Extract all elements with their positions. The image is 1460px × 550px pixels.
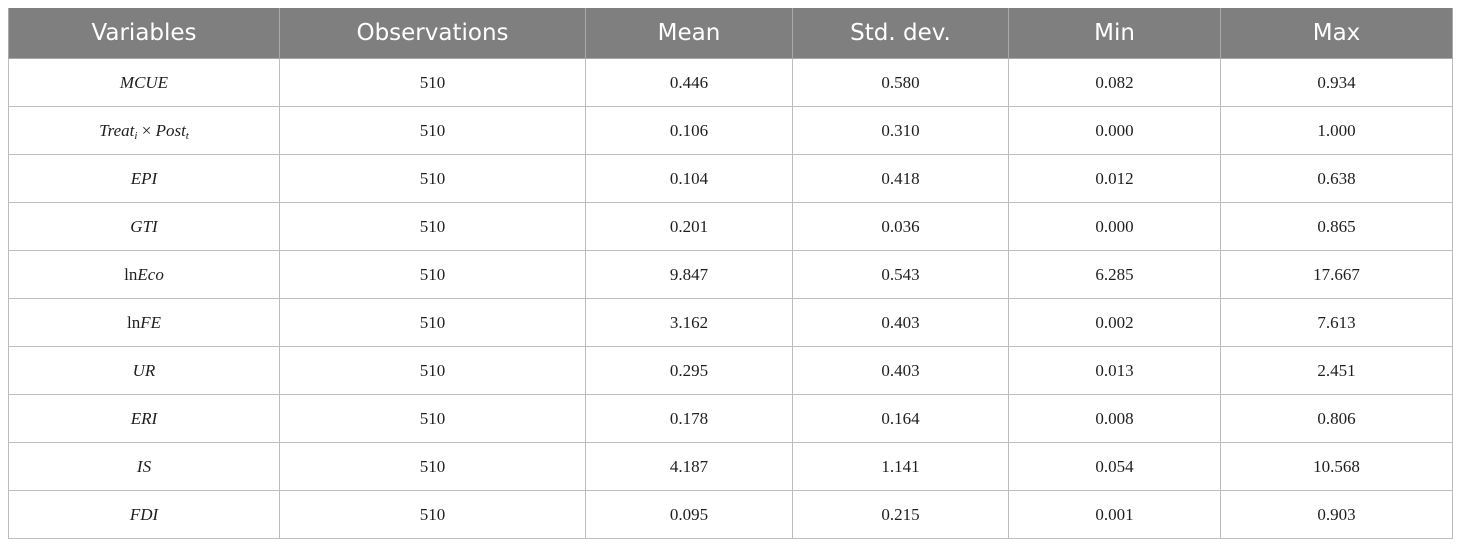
header-observations: Observations — [279, 8, 586, 59]
variable-cell: IS — [8, 442, 280, 491]
observations-cell: 510 — [279, 346, 586, 395]
min-cell: 0.001 — [1008, 490, 1221, 539]
min-cell: 0.008 — [1008, 394, 1221, 443]
std-dev-cell: 0.036 — [792, 202, 1009, 251]
table-row: lnEco 510 9.847 0.543 6.285 17.667 — [8, 250, 1453, 299]
table-header: Variables Observations Mean Std. dev. Mi… — [8, 8, 1453, 59]
variable-name: FE — [140, 312, 161, 332]
mean-cell: 0.446 — [585, 58, 793, 107]
variable-post-subscript: t — [185, 129, 189, 142]
table-row: FDI 510 0.095 0.215 0.001 0.903 — [8, 490, 1453, 539]
min-cell: 0.002 — [1008, 298, 1221, 347]
variable-name: MCUE — [119, 72, 169, 92]
mean-cell: 3.162 — [585, 298, 793, 347]
mean-cell: 0.295 — [585, 346, 793, 395]
variable-name: UR — [132, 360, 156, 380]
std-dev-cell: 0.580 — [792, 58, 1009, 107]
variable-cell: ERI — [8, 394, 280, 443]
header-std-dev: Std. dev. — [792, 8, 1009, 59]
mean-cell: 0.201 — [585, 202, 793, 251]
mean-cell: 4.187 — [585, 442, 793, 491]
observations-cell: 510 — [279, 106, 586, 155]
variable-cell: MCUE — [8, 58, 280, 107]
table-row: UR 510 0.295 0.403 0.013 2.451 — [8, 346, 1453, 395]
variable-cell: UR — [8, 346, 280, 395]
min-cell: 0.054 — [1008, 442, 1221, 491]
std-dev-cell: 0.164 — [792, 394, 1009, 443]
variable-name: GTI — [130, 216, 158, 236]
observations-cell: 510 — [279, 58, 586, 107]
max-cell: 7.613 — [1220, 298, 1453, 347]
variable-prefix: ln — [126, 312, 141, 332]
std-dev-cell: 0.543 — [792, 250, 1009, 299]
max-cell: 0.865 — [1220, 202, 1453, 251]
variable-cell: FDI — [8, 490, 280, 539]
observations-cell: 510 — [279, 250, 586, 299]
max-cell: 10.568 — [1220, 442, 1453, 491]
variable-cell: Treati × Postt — [8, 106, 280, 155]
min-cell: 0.082 — [1008, 58, 1221, 107]
variable-name: FDI — [129, 504, 159, 524]
mean-cell: 9.847 — [585, 250, 793, 299]
variable-cell: GTI — [8, 202, 280, 251]
variable-treat-subscript: i — [134, 129, 138, 142]
table-row: EPI 510 0.104 0.418 0.012 0.638 — [8, 154, 1453, 203]
variable-name: Eco — [137, 264, 164, 284]
observations-cell: 510 — [279, 442, 586, 491]
table-row: Treati × Postt 510 0.106 0.310 0.000 1.0… — [8, 106, 1453, 155]
std-dev-cell: 0.215 — [792, 490, 1009, 539]
header-row: Variables Observations Mean Std. dev. Mi… — [8, 8, 1453, 59]
min-cell: 6.285 — [1008, 250, 1221, 299]
observations-cell: 510 — [279, 490, 586, 539]
observations-cell: 510 — [279, 202, 586, 251]
variable-treat: Treat — [99, 120, 135, 140]
min-cell: 0.013 — [1008, 346, 1221, 395]
observations-cell: 510 — [279, 154, 586, 203]
mean-cell: 0.104 — [585, 154, 793, 203]
max-cell: 0.934 — [1220, 58, 1453, 107]
variable-name: EPI — [130, 168, 158, 188]
header-min: Min — [1008, 8, 1221, 59]
min-cell: 0.000 — [1008, 106, 1221, 155]
observations-cell: 510 — [279, 298, 586, 347]
std-dev-cell: 0.403 — [792, 346, 1009, 395]
variable-cell: EPI — [8, 154, 280, 203]
min-cell: 0.012 — [1008, 154, 1221, 203]
header-mean: Mean — [585, 8, 793, 59]
table-row: ERI 510 0.178 0.164 0.008 0.806 — [8, 394, 1453, 443]
variable-prefix: ln — [124, 264, 138, 284]
observations-cell: 510 — [279, 394, 586, 443]
std-dev-cell: 0.403 — [792, 298, 1009, 347]
variable-name: ERI — [130, 408, 158, 428]
max-cell: 2.451 — [1220, 346, 1453, 395]
std-dev-cell: 0.418 — [792, 154, 1009, 203]
max-cell: 0.903 — [1220, 490, 1453, 539]
std-dev-cell: 0.310 — [792, 106, 1009, 155]
mean-cell: 0.106 — [585, 106, 793, 155]
variable-post: Post — [155, 120, 186, 140]
table-row: GTI 510 0.201 0.036 0.000 0.865 — [8, 202, 1453, 251]
mean-cell: 0.178 — [585, 394, 793, 443]
table-body: MCUE 510 0.446 0.580 0.082 0.934 Treati … — [8, 58, 1453, 539]
descriptive-statistics-table: Variables Observations Mean Std. dev. Mi… — [8, 8, 1453, 539]
table-row: MCUE 510 0.446 0.580 0.082 0.934 — [8, 58, 1453, 107]
max-cell: 1.000 — [1220, 106, 1453, 155]
mean-cell: 0.095 — [585, 490, 793, 539]
max-cell: 17.667 — [1220, 250, 1453, 299]
table-row: lnFE 510 3.162 0.403 0.002 7.613 — [8, 298, 1453, 347]
std-dev-cell: 1.141 — [792, 442, 1009, 491]
variable-times-operator: × — [137, 120, 156, 140]
min-cell: 0.000 — [1008, 202, 1221, 251]
variable-cell: lnFE — [8, 298, 280, 347]
header-variables: Variables — [8, 8, 280, 59]
variable-cell: lnEco — [8, 250, 280, 299]
max-cell: 0.638 — [1220, 154, 1453, 203]
table-row: IS 510 4.187 1.141 0.054 10.568 — [8, 442, 1453, 491]
header-max: Max — [1220, 8, 1453, 59]
variable-name: IS — [136, 456, 152, 476]
max-cell: 0.806 — [1220, 394, 1453, 443]
